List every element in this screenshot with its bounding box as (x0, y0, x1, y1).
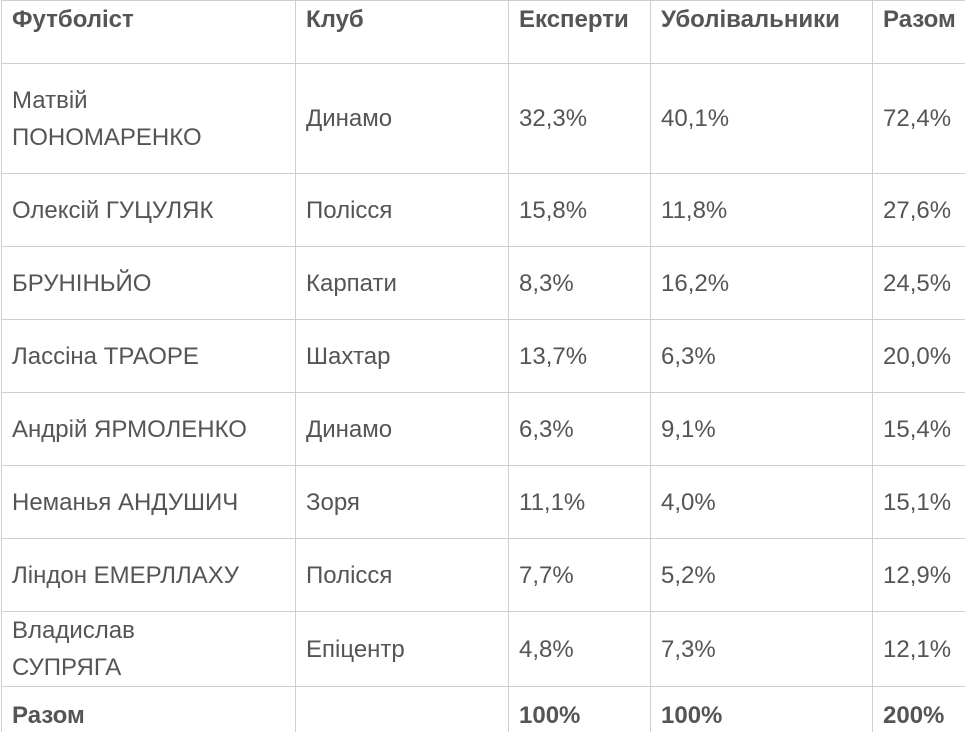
table-cell: Матвій ПОНОМАРЕНКО (1, 63, 296, 174)
table-row: Матвій ПОНОМАРЕНКО Динамо 32,3% 40,1% 72,4% (1, 63, 965, 174)
table-cell: 15,1% (872, 465, 965, 539)
table-cell: 5,2% (650, 538, 873, 612)
table-cell: Карпати (295, 246, 509, 320)
table-cell: Владислав СУПРЯГА (1, 611, 296, 687)
table-cell: Епіцентр (295, 611, 509, 687)
table-cell: 72,4% (872, 63, 965, 174)
table-cell: 40,1% (650, 63, 873, 174)
table-cell: 12,1% (872, 611, 965, 687)
footer-cell: 100% (650, 686, 873, 732)
table-cell: 6,3% (508, 392, 651, 466)
table-cell: 13,7% (508, 319, 651, 393)
header-cell: Експерти (508, 0, 651, 64)
table-row: Ліндон ЕМЕРЛЛАХУ Полісся 7,7% 5,2% 12,9% (1, 538, 965, 612)
header-cell: Футболіст (1, 0, 296, 64)
table-row: Неманья АНДУШИЧ Зоря 11,1% 4,0% 15,1% (1, 465, 965, 539)
header-row: Футболіст Клуб Експерти Уболівальники Разом (1, 0, 965, 64)
table-cell: 4,0% (650, 465, 873, 539)
table-body: Матвій ПОНОМАРЕНКО Динамо 32,3% 40,1% 72,4% О… (1, 63, 965, 732)
table-cell: Олексій ГУЦУЛЯК (1, 173, 296, 247)
table-cell: БРУНІНЬЙО (1, 246, 296, 320)
table-cell: 15,4% (872, 392, 965, 466)
header-cell: Разом (872, 0, 965, 64)
table-row: Олексій ГУЦУЛЯК Полісся 15,8% 11,8% 27,6% (1, 173, 965, 247)
table-cell: Неманья АНДУШИЧ (1, 465, 296, 539)
table-cell: Шахтар (295, 319, 509, 393)
table-cell: 4,8% (508, 611, 651, 687)
table-row: Владислав СУПРЯГА Епіцентр 4,8% 7,3% 12,1% (1, 611, 965, 687)
table-cell: 24,5% (872, 246, 965, 320)
table-cell: Ліндон ЕМЕРЛЛАХУ (1, 538, 296, 612)
table-cell: 20,0% (872, 319, 965, 393)
table-cell: Динамо (295, 392, 509, 466)
table-row: БРУНІНЬЙО Карпати 8,3% 16,2% 24,5% (1, 246, 965, 320)
table-row: Андрій ЯРМОЛЕНКО Динамо 6,3% 9,1% 15,4% (1, 392, 965, 466)
table-cell: Зоря (295, 465, 509, 539)
table-cell: 32,3% (508, 63, 651, 174)
footer-cell (295, 686, 509, 732)
table-cell: 7,7% (508, 538, 651, 612)
table-cell: Андрій ЯРМОЛЕНКО (1, 392, 296, 466)
table-cell: 16,2% (650, 246, 873, 320)
table-cell: 27,6% (872, 173, 965, 247)
footer-cell: 200% (872, 686, 965, 732)
table-cell: 11,8% (650, 173, 873, 247)
table-cell: Динамо (295, 63, 509, 174)
header-cell: Клуб (295, 0, 509, 64)
footer-cell: Разом (1, 686, 296, 732)
header-cell: Уболівальники (650, 0, 873, 64)
footer-row: Разом 100% 100% 200% (1, 686, 965, 732)
table-row: Лассіна ТРАОРЕ Шахтар 13,7% 6,3% 20,0% (1, 319, 965, 393)
table-cell: Лассіна ТРАОРЕ (1, 319, 296, 393)
table-cell: 7,3% (650, 611, 873, 687)
table-cell: Полісся (295, 538, 509, 612)
table-cell: Полісся (295, 173, 509, 247)
footer-cell: 100% (508, 686, 651, 732)
table-cell: 11,1% (508, 465, 651, 539)
table-cell: 15,8% (508, 173, 651, 247)
table-header: Футболіст Клуб Експерти Уболівальники Разом (1, 0, 965, 64)
table-cell: 9,1% (650, 392, 873, 466)
table-cell: 6,3% (650, 319, 873, 393)
table-cell: 12,9% (872, 538, 965, 612)
table-cell: 8,3% (508, 246, 651, 320)
